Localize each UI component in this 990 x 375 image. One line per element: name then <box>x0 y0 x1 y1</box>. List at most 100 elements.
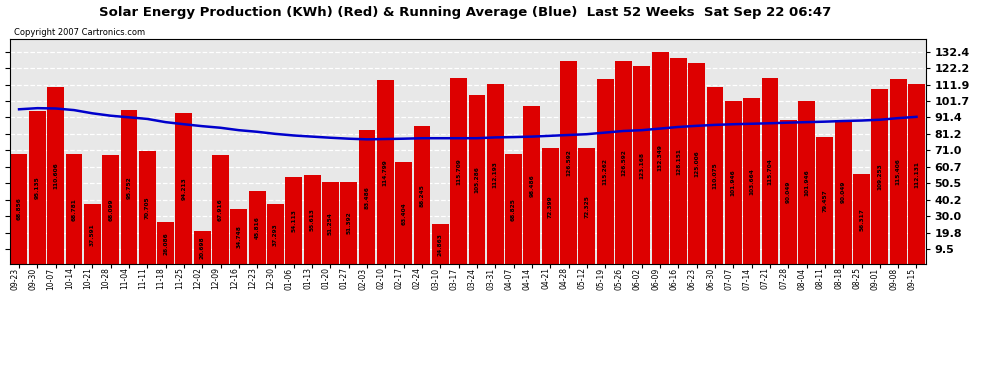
Text: 86.245: 86.245 <box>420 184 425 207</box>
Text: 08-18: 08-18 <box>835 267 843 289</box>
Bar <box>414 126 431 264</box>
Bar <box>597 79 614 264</box>
Bar <box>248 191 265 264</box>
Text: 02-17: 02-17 <box>395 267 404 290</box>
Text: 01-06: 01-06 <box>285 267 294 290</box>
Bar <box>322 182 339 264</box>
Bar <box>688 63 705 264</box>
Text: 109.253: 109.253 <box>877 163 882 190</box>
Text: 09-30: 09-30 <box>29 267 38 290</box>
Text: 06-09: 06-09 <box>651 267 660 290</box>
Text: 51.392: 51.392 <box>346 212 351 234</box>
Bar <box>212 155 229 264</box>
Text: 02-24: 02-24 <box>413 267 422 290</box>
Text: 112.131: 112.131 <box>914 161 919 188</box>
Bar <box>84 204 101 264</box>
Text: 68.781: 68.781 <box>71 198 76 220</box>
Text: Solar Energy Production (KWh) (Red) & Running Average (Blue)  Last 52 Weeks  Sat: Solar Energy Production (KWh) (Red) & Ru… <box>99 6 832 19</box>
Text: 115.406: 115.406 <box>896 158 901 185</box>
Text: 03-31: 03-31 <box>486 267 495 290</box>
Text: 06-16: 06-16 <box>669 267 678 290</box>
Bar <box>304 175 321 264</box>
Bar <box>615 61 632 264</box>
Text: 04-07: 04-07 <box>505 267 514 290</box>
Text: 12-02: 12-02 <box>193 267 202 289</box>
Text: 12-16: 12-16 <box>230 267 239 289</box>
Bar <box>743 98 760 264</box>
Text: 07-07: 07-07 <box>725 267 734 290</box>
Bar <box>231 209 248 264</box>
Text: 09-08: 09-08 <box>889 267 898 290</box>
Text: 94.213: 94.213 <box>181 177 186 200</box>
Text: 45.816: 45.816 <box>254 216 259 239</box>
Bar <box>377 80 394 264</box>
Text: 08-25: 08-25 <box>852 267 861 290</box>
Bar <box>578 148 595 264</box>
Bar <box>29 111 46 264</box>
Text: 10-07: 10-07 <box>47 267 55 290</box>
Text: 06-23: 06-23 <box>688 267 697 290</box>
Text: 07-14: 07-14 <box>742 267 751 290</box>
Bar <box>871 89 888 264</box>
Text: 115.262: 115.262 <box>603 158 608 185</box>
Text: 34.748: 34.748 <box>237 225 242 248</box>
Text: 95.752: 95.752 <box>127 176 132 199</box>
Text: 128.151: 128.151 <box>676 148 681 175</box>
Bar <box>121 111 138 264</box>
Bar <box>634 66 650 264</box>
Text: 02-10: 02-10 <box>376 267 385 290</box>
Text: 12-30: 12-30 <box>266 267 275 290</box>
Bar <box>450 78 467 264</box>
Text: 112.193: 112.193 <box>493 161 498 188</box>
Text: 105.286: 105.286 <box>474 166 479 193</box>
Text: 115.709: 115.709 <box>456 158 461 185</box>
Bar <box>194 231 211 264</box>
Text: 03-10: 03-10 <box>432 267 441 290</box>
Text: 04-14: 04-14 <box>523 267 532 290</box>
Bar <box>505 154 522 264</box>
Bar <box>102 155 119 264</box>
Bar <box>817 136 834 264</box>
Text: 04-28: 04-28 <box>559 267 568 290</box>
Bar <box>487 84 504 264</box>
Text: 125.006: 125.006 <box>694 150 699 177</box>
Text: 03-17: 03-17 <box>449 267 458 290</box>
Bar <box>908 84 925 264</box>
Text: 83.486: 83.486 <box>364 186 369 209</box>
Bar <box>11 154 28 264</box>
Bar <box>853 174 870 264</box>
Text: 10-21: 10-21 <box>83 267 92 289</box>
Text: 79.457: 79.457 <box>823 189 828 212</box>
Text: 37.293: 37.293 <box>273 223 278 246</box>
Text: 110.075: 110.075 <box>713 162 718 189</box>
Text: 37.591: 37.591 <box>90 223 95 246</box>
Text: 90.049: 90.049 <box>841 181 845 203</box>
Text: 90.049: 90.049 <box>786 181 791 203</box>
Text: 05-26: 05-26 <box>615 267 624 290</box>
Text: 98.486: 98.486 <box>530 174 535 196</box>
Bar <box>560 61 577 264</box>
Text: 11-18: 11-18 <box>156 267 165 289</box>
Text: 12-09: 12-09 <box>212 267 221 290</box>
Text: 63.404: 63.404 <box>401 202 406 225</box>
Bar <box>670 58 687 264</box>
Bar <box>285 177 302 264</box>
Text: 103.664: 103.664 <box>749 168 754 195</box>
Text: 02-03: 02-03 <box>358 267 367 290</box>
Text: 08-11: 08-11 <box>816 267 825 289</box>
Text: 12-23: 12-23 <box>248 267 257 289</box>
Text: 114.799: 114.799 <box>383 159 388 186</box>
Text: 07-21: 07-21 <box>761 267 770 290</box>
Text: 20.698: 20.698 <box>200 236 205 259</box>
Bar <box>835 120 851 264</box>
Text: 11-11: 11-11 <box>139 267 148 289</box>
Text: 11-04: 11-04 <box>120 267 129 290</box>
Text: 51.254: 51.254 <box>328 212 333 235</box>
Text: 55.613: 55.613 <box>310 208 315 231</box>
Text: 72.399: 72.399 <box>547 195 552 217</box>
Bar <box>707 87 724 264</box>
Bar <box>175 113 192 264</box>
Text: 03-24: 03-24 <box>468 267 477 290</box>
Bar <box>890 79 907 264</box>
Bar <box>651 52 668 264</box>
